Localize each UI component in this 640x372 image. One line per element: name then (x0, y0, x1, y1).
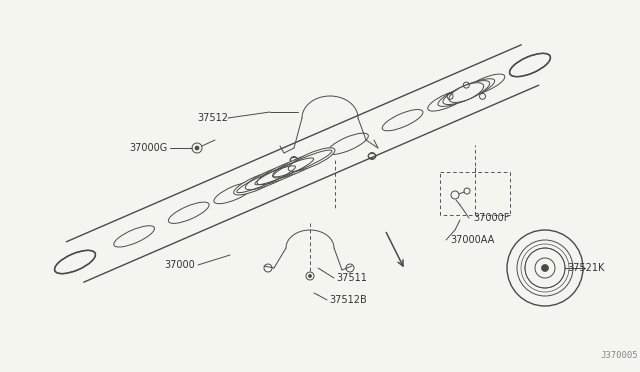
Ellipse shape (509, 53, 550, 77)
Text: 37511: 37511 (336, 273, 367, 283)
Ellipse shape (443, 81, 490, 105)
Ellipse shape (54, 250, 95, 274)
Ellipse shape (245, 165, 296, 190)
Text: 37000: 37000 (164, 260, 195, 270)
Text: 37000G: 37000G (130, 143, 168, 153)
Text: 37000F: 37000F (473, 213, 509, 223)
Text: J370005: J370005 (600, 350, 637, 359)
Text: 37521K: 37521K (567, 263, 604, 273)
Circle shape (541, 264, 548, 272)
Circle shape (195, 146, 199, 150)
Text: 37000AA: 37000AA (450, 235, 494, 245)
Ellipse shape (438, 79, 495, 106)
Ellipse shape (449, 83, 484, 102)
Text: 37512: 37512 (197, 113, 228, 123)
Circle shape (308, 275, 312, 278)
Ellipse shape (234, 171, 280, 195)
Ellipse shape (257, 158, 312, 185)
Ellipse shape (288, 148, 335, 171)
Ellipse shape (273, 153, 323, 178)
Text: 37512B: 37512B (329, 295, 367, 305)
Circle shape (535, 258, 555, 278)
